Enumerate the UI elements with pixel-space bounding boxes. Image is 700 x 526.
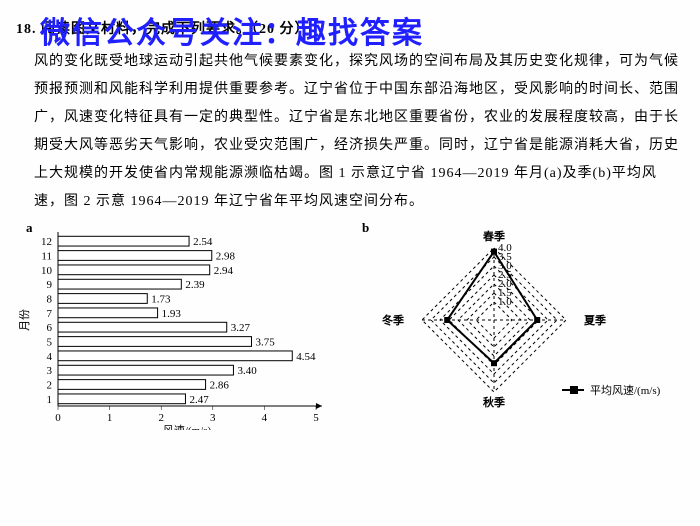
ytick-label: 6: [47, 322, 53, 334]
xtick-label: 4: [262, 412, 268, 424]
xtick-label: 5: [313, 412, 319, 424]
bar-value-label: 2.54: [193, 236, 213, 248]
bar-value-label: 1.93: [162, 308, 182, 320]
chart-b: b1.01.52.02.53.03.54.0春季夏季秋季冬季平均风速/(m/s): [354, 220, 664, 430]
bar-month-4: [58, 351, 292, 361]
bar-month-11: [58, 251, 212, 261]
bar-value-label: 3.40: [237, 365, 257, 377]
radar-marker: [534, 317, 540, 323]
radar-marker: [491, 360, 497, 366]
radar-legend-label: 平均风速/(m/s): [590, 384, 661, 397]
bar-month-9: [58, 279, 181, 289]
radar-marker: [444, 317, 450, 323]
bar-month-8: [58, 294, 147, 304]
svg-text:a: a: [26, 220, 33, 235]
bar-month-3: [58, 365, 233, 375]
ytick-label: 12: [41, 236, 52, 248]
bar-month-12: [58, 236, 189, 246]
radar-axis-label: 春季: [483, 229, 506, 243]
ytick-label: 8: [47, 294, 53, 306]
bar-value-label: 1.73: [151, 294, 171, 306]
radar-chart-svg: b1.01.52.02.53.03.54.0春季夏季秋季冬季平均风速/(m/s): [354, 220, 664, 430]
ytick-label: 4: [47, 351, 53, 363]
bar-value-label: 2.94: [214, 265, 234, 277]
bar-value-label: 2.39: [185, 279, 205, 291]
bar-month-10: [58, 265, 210, 275]
bar-month-6: [58, 322, 227, 332]
xtick-label: 0: [55, 412, 61, 424]
ytick-label: 9: [47, 279, 53, 291]
ytick-label: 10: [41, 265, 53, 277]
ytick-label: 2: [47, 380, 53, 392]
radar-marker: [491, 249, 497, 255]
bar-value-label: 3.75: [256, 337, 276, 349]
bar-value-label: 3.27: [231, 322, 251, 334]
bar-month-5: [58, 337, 252, 347]
radar-tick-label: 4.0: [498, 242, 512, 254]
ytick-label: 7: [47, 308, 53, 320]
chart-b-label: b: [362, 220, 369, 235]
bar-month-2: [58, 380, 206, 390]
ytick-label: 1: [47, 394, 53, 406]
bar-chart-svg: a122.54112.98102.9492.3981.7371.9363.275…: [16, 220, 336, 430]
bar-value-label: 2.86: [210, 380, 230, 392]
ytick-label: 11: [41, 251, 52, 263]
radar-axis-label: 夏季: [584, 313, 607, 327]
xtick-label: 1: [107, 412, 113, 424]
xtick-label: 3: [210, 412, 216, 424]
chart-a: a122.54112.98102.9492.3981.7371.9363.275…: [16, 220, 336, 430]
bar-value-label: 4.54: [296, 351, 316, 363]
watermark-text: 微信公众号关注：趣找答案: [40, 8, 424, 52]
y-axis-label: 月份: [18, 309, 31, 331]
x-axis-label: 风速/(m/s): [163, 424, 212, 430]
xtick-label: 2: [158, 412, 164, 424]
bar-month-1: [58, 394, 185, 404]
ytick-label: 3: [47, 365, 53, 377]
ytick-label: 5: [47, 337, 53, 349]
bar-value-label: 2.47: [189, 394, 209, 406]
bar-month-7: [58, 308, 158, 318]
passage-text: 风的变化既受地球运动引起共他气候要素变化，探究风场的空间布局及其历史变化规律，可…: [34, 48, 684, 216]
radar-axis-label: 秋季: [483, 395, 506, 409]
charts-row: a122.54112.98102.9492.3981.7371.9363.275…: [16, 220, 684, 430]
radar-axis-label: 冬季: [382, 313, 405, 327]
bar-value-label: 2.98: [216, 251, 236, 263]
